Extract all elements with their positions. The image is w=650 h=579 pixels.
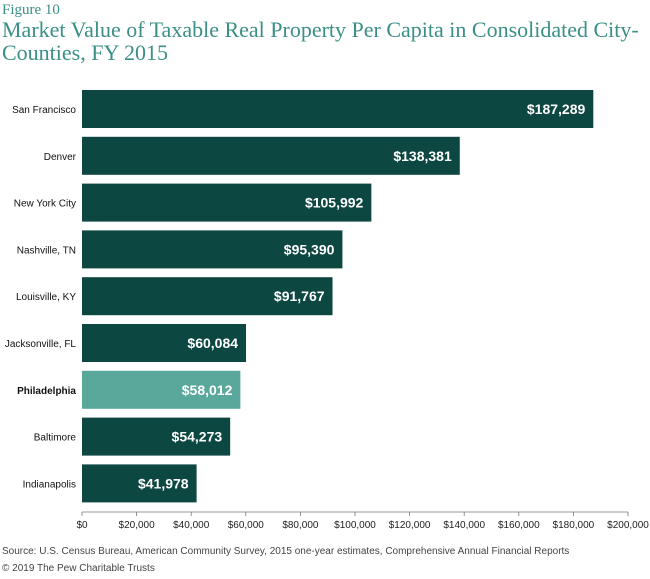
x-tick-label: $80,000 bbox=[282, 520, 319, 531]
bar-chart: San Francisco $187,289 Denver $138,381 New Y… bbox=[5, 90, 649, 531]
value-label: $138,381 bbox=[393, 148, 452, 164]
bar bbox=[82, 277, 333, 316]
category-label: Indianapolis bbox=[23, 479, 76, 490]
x-tick-label: $100,000 bbox=[334, 520, 376, 531]
value-label: $58,012 bbox=[182, 382, 233, 398]
bar bbox=[82, 370, 241, 409]
category-label: Denver bbox=[44, 152, 77, 163]
bar bbox=[82, 136, 460, 175]
value-label: $60,084 bbox=[187, 335, 238, 351]
x-tick-label: $120,000 bbox=[389, 520, 431, 531]
category-label: Louisville, KY bbox=[16, 292, 76, 303]
category-label: Philadelphia bbox=[17, 386, 76, 397]
x-tick-label: $0 bbox=[76, 520, 88, 531]
bar bbox=[82, 324, 247, 362]
value-label: $95,390 bbox=[284, 241, 335, 257]
x-tick-label: $200,000 bbox=[607, 520, 649, 531]
category-label: Nashville, TN bbox=[17, 245, 76, 256]
value-label: $91,767 bbox=[274, 288, 325, 304]
chart-title: Market Value of Taxable Real Property Pe… bbox=[2, 17, 639, 65]
source-note: Source: U.S. Census Bureau, American Com… bbox=[2, 546, 570, 557]
bar bbox=[82, 183, 372, 222]
bar bbox=[82, 230, 343, 269]
category-label: New York City bbox=[14, 199, 76, 210]
x-tick-label: $60,000 bbox=[228, 520, 265, 531]
x-tick-label: $160,000 bbox=[498, 520, 540, 531]
figure-label: Figure 10 bbox=[2, 2, 60, 18]
x-tick-label: $20,000 bbox=[119, 520, 156, 531]
bar bbox=[82, 90, 594, 128]
category-label: Baltimore bbox=[34, 433, 77, 444]
bar bbox=[82, 417, 231, 456]
x-tick-label: $180,000 bbox=[553, 520, 595, 531]
value-label: $105,992 bbox=[305, 195, 364, 211]
bar bbox=[82, 464, 197, 503]
x-tick-label: $140,000 bbox=[443, 520, 485, 531]
category-label: Jacksonville, FL bbox=[5, 339, 77, 350]
value-label: $41,978 bbox=[138, 475, 189, 491]
value-label: $187,289 bbox=[527, 101, 586, 117]
category-label: San Francisco bbox=[12, 105, 76, 116]
x-tick-label: $40,000 bbox=[173, 520, 210, 531]
value-label: $54,273 bbox=[172, 429, 223, 445]
copyright-note: © 2019 The Pew Charitable Trusts bbox=[2, 563, 155, 574]
